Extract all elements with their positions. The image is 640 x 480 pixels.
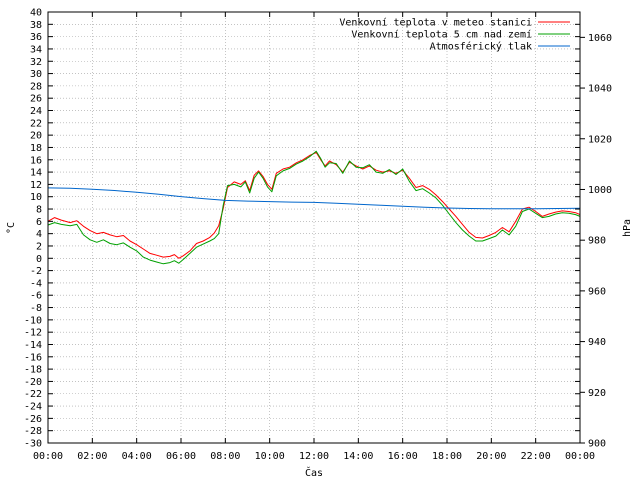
x-tick-label: 14:00 (343, 451, 373, 462)
y-tick-labels: -30-28-26-24-22-20-18-16-14-12-10-8-6-4-… (24, 8, 42, 450)
y2-tick-label: 940 (588, 337, 606, 348)
y2-axis-title: hPa (622, 219, 633, 237)
y-tick-label: -4 (30, 278, 42, 289)
x-tick-label: 02:00 (77, 451, 107, 462)
legend-label: Atmosférický tlak (430, 41, 532, 53)
y-tick-label: -6 (30, 291, 42, 302)
grid (47, 11, 581, 444)
x-tick-label: 16:00 (388, 451, 418, 462)
y-tick-label: 18 (30, 143, 42, 154)
y-tick-label: -22 (24, 389, 42, 400)
y-tick-label: 24 (30, 106, 42, 117)
y-tick-label: -12 (24, 328, 42, 339)
x-tick-label: 00:00 (565, 451, 595, 462)
y2-tick-label: 920 (588, 388, 606, 399)
series-line-1 (47, 151, 581, 259)
y-tick-label: 32 (30, 57, 42, 68)
x-tick-label: 20:00 (476, 451, 506, 462)
x-tick-label: 12:00 (299, 451, 329, 462)
x-tick-label: 04:00 (122, 451, 152, 462)
legend-label: Venkovní teplota 5 cm nad zemí (351, 29, 532, 41)
y-tick-label: 26 (30, 94, 42, 105)
x-tick-labels: 00:00 02:00 04:00 06:00 08:00 10:00 12:00 14:00… (33, 451, 595, 462)
y-tick-label: -10 (24, 315, 42, 326)
y-tick-label: -8 (30, 303, 42, 314)
y-tick-label: 36 (30, 32, 42, 43)
y-tick-label: 16 (30, 155, 42, 166)
y2-tick-label: 1000 (588, 185, 612, 196)
x-axis-title: Čas (305, 466, 323, 479)
series-line-3 (47, 187, 581, 210)
y2-tick-label: 1060 (588, 33, 612, 44)
y-tick-label: 12 (30, 180, 42, 191)
y-tick-label: -20 (24, 377, 42, 388)
y-tick-label: 0 (36, 254, 42, 265)
y-tick-label: 8 (36, 205, 42, 216)
y-tick-label: 28 (30, 81, 42, 92)
ticks (47, 11, 585, 444)
y2-tick-label: 1020 (588, 134, 612, 145)
y-tick-label: 22 (30, 118, 42, 129)
legend-label: Venkovní teplota v meteo stanici (339, 17, 532, 29)
y-tick-label: 6 (36, 217, 42, 228)
y-tick-label: 10 (30, 192, 42, 203)
y-tick-label: -28 (24, 426, 42, 437)
y-tick-label: -30 (24, 439, 42, 450)
y-tick-label: -18 (24, 365, 42, 376)
series-layer (47, 150, 581, 265)
y-tick-label: -26 (24, 414, 42, 425)
y-tick-label: -14 (24, 340, 42, 351)
x-tick-label: 18:00 (432, 451, 462, 462)
y-tick-label: -16 (24, 352, 42, 363)
y-tick-label: 30 (30, 69, 42, 80)
y2-tick-label: 960 (588, 286, 606, 297)
y2-tick-labels: 900 920 940 960 980 1000 1020 1040 1060 (588, 33, 612, 450)
y-tick-label: 34 (30, 44, 42, 55)
y-axis-title: °C (6, 222, 17, 234)
x-tick-label: 06:00 (166, 451, 196, 462)
y2-tick-label: 980 (588, 236, 606, 247)
y2-tick-label: 1040 (588, 84, 612, 95)
x-tick-label: 00:00 (33, 451, 63, 462)
x-tick-label: 22:00 (521, 451, 551, 462)
legend: Venkovní teplota v meteo staniciVenkovní… (339, 17, 570, 53)
y-tick-label: 40 (30, 8, 42, 19)
series-line-2 (47, 150, 581, 265)
y-tick-label: 14 (30, 168, 42, 179)
y-tick-label: 38 (30, 20, 42, 31)
y-tick-label: -2 (30, 266, 42, 277)
y2-tick-label: 900 (588, 439, 606, 450)
x-tick-label: 10:00 (255, 451, 285, 462)
y-tick-label: -24 (24, 402, 42, 413)
y-tick-label: 20 (30, 131, 42, 142)
y-tick-label: 4 (36, 229, 42, 240)
x-tick-label: 08:00 (210, 451, 240, 462)
y-tick-label: 2 (36, 241, 42, 252)
